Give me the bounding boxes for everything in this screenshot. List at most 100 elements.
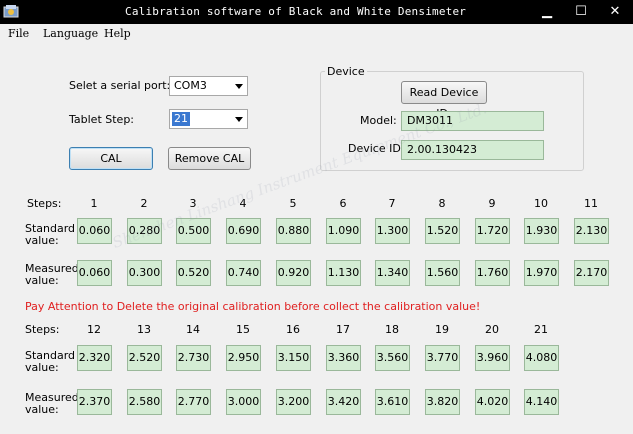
measured-value-field[interactable]: 3.200 [276, 389, 311, 415]
step-number: 4 [239, 197, 247, 210]
standard-value-field[interactable]: 2.950 [226, 345, 261, 371]
standard-value-field[interactable]: 3.150 [276, 345, 311, 371]
menu-file[interactable]: File [8, 27, 30, 40]
measured-value-field[interactable]: 0.060 [77, 260, 112, 286]
tablet-step-select[interactable]: 21 [169, 109, 248, 129]
model-field[interactable]: DM3011 [401, 111, 544, 131]
close-icon: ✕ [609, 4, 621, 19]
standard-value-field[interactable]: 3.770 [425, 345, 460, 371]
measured-value-field[interactable]: 2.170 [574, 260, 609, 286]
measured-value-field[interactable]: 0.920 [276, 260, 311, 286]
measured-value-field[interactable]: 3.610 [375, 389, 410, 415]
menu-language[interactable]: Language [43, 27, 99, 40]
remove-cal-button[interactable]: Remove CAL [168, 147, 251, 170]
step-number: 6 [339, 197, 347, 210]
step-number: 1 [90, 197, 98, 210]
device-id-label: Device ID: [348, 142, 405, 155]
measured-value-field[interactable]: 3.420 [326, 389, 361, 415]
standard-value-field[interactable]: 3.560 [375, 345, 410, 371]
standard-value-field[interactable]: 1.520 [425, 218, 460, 244]
standard-value-field[interactable]: 1.720 [475, 218, 510, 244]
measured-value-field[interactable]: 0.520 [176, 260, 211, 286]
cal-button[interactable]: CAL [69, 147, 153, 170]
dropdown-arrow-icon [235, 117, 243, 122]
step-number: 14 [186, 323, 200, 336]
measured-value-field[interactable]: 1.970 [524, 260, 559, 286]
app-icon [3, 5, 19, 18]
standard-value-field[interactable]: 2.520 [127, 345, 162, 371]
read-device-id-button[interactable]: Read Device ID: [401, 81, 487, 120]
standard-value-field[interactable]: 0.500 [176, 218, 211, 244]
measured-value-field[interactable]: 2.580 [127, 389, 162, 415]
measured-value-field[interactable]: 4.020 [475, 389, 510, 415]
device-groupbox [320, 71, 584, 171]
standard-value-field[interactable]: 0.880 [276, 218, 311, 244]
serial-port-value: COM3 [174, 79, 207, 92]
title-bar: Calibration software of Black and White … [0, 0, 633, 24]
measured-value-label: Measured [25, 262, 79, 275]
menu-bar: File Language Help [0, 24, 633, 44]
tablet-step-label: Tablet Step: [69, 113, 135, 126]
measured-value-field[interactable]: 2.770 [176, 389, 211, 415]
close-button[interactable]: ✕ [603, 3, 627, 20]
dropdown-arrow-icon [235, 84, 243, 89]
step-number: 9 [488, 197, 496, 210]
measured-value-field[interactable]: 1.340 [375, 260, 410, 286]
tablet-step-value: 21 [172, 112, 190, 126]
step-number: 20 [485, 323, 499, 336]
step-number: 12 [87, 323, 101, 336]
step-number: 15 [236, 323, 250, 336]
step-number: 7 [388, 197, 396, 210]
measured-value-field[interactable]: 1.760 [475, 260, 510, 286]
standard-value-field[interactable]: 3.960 [475, 345, 510, 371]
step-number: 11 [584, 197, 598, 210]
serial-port-label: Selet a serial port: [69, 79, 171, 92]
measured-value-label: Measured [25, 391, 79, 404]
standard-value-field[interactable]: 1.300 [375, 218, 410, 244]
standard-value-field[interactable]: 2.320 [77, 345, 112, 371]
step-number: 5 [289, 197, 297, 210]
model-label: Model: [360, 114, 397, 127]
standard-value-field[interactable]: 0.060 [77, 218, 112, 244]
step-number: 18 [385, 323, 399, 336]
measured-value-field[interactable]: 3.820 [425, 389, 460, 415]
standard-value-field[interactable]: 4.080 [524, 345, 559, 371]
measured-value-label-2: value: [25, 274, 59, 287]
maximize-button[interactable]: ☐ [569, 3, 593, 20]
measured-value-field[interactable]: 4.140 [524, 389, 559, 415]
standard-value-field[interactable]: 1.930 [524, 218, 559, 244]
device-group-title: Device [325, 65, 367, 78]
device-id-field[interactable]: 2.00.130423 [401, 140, 544, 160]
measured-value-label-2: value: [25, 403, 59, 416]
standard-value-field[interactable]: 3.360 [326, 345, 361, 371]
standard-value-label: Standard [25, 349, 76, 362]
standard-value-field[interactable]: 2.130 [574, 218, 609, 244]
serial-port-select[interactable]: COM3 [169, 76, 248, 96]
step-number: 8 [438, 197, 446, 210]
measured-value-field[interactable]: 0.740 [226, 260, 261, 286]
measured-value-field[interactable]: 1.130 [326, 260, 361, 286]
standard-value-label-2: value: [25, 234, 59, 247]
standard-value-label: Standard [25, 222, 76, 235]
measured-value-field[interactable]: 1.560 [425, 260, 460, 286]
minimize-button[interactable]: ▁ [535, 3, 559, 20]
step-number: 10 [534, 197, 548, 210]
step-number: 3 [189, 197, 197, 210]
minimize-icon: ▁ [542, 4, 552, 19]
step-number: 17 [336, 323, 350, 336]
steps-label: Steps: [25, 323, 60, 336]
step-number: 21 [534, 323, 548, 336]
standard-value-field[interactable]: 1.090 [326, 218, 361, 244]
measured-value-field[interactable]: 2.370 [77, 389, 112, 415]
steps-label: Steps: [27, 197, 62, 210]
maximize-icon: ☐ [575, 4, 587, 19]
standard-value-field[interactable]: 0.280 [127, 218, 162, 244]
standard-value-field[interactable]: 0.690 [226, 218, 261, 244]
step-number: 16 [286, 323, 300, 336]
menu-help[interactable]: Help [104, 27, 131, 40]
step-number: 19 [435, 323, 449, 336]
standard-value-field[interactable]: 2.730 [176, 345, 211, 371]
window-title: Calibration software of Black and White … [125, 5, 467, 18]
measured-value-field[interactable]: 3.000 [226, 389, 261, 415]
measured-value-field[interactable]: 0.300 [127, 260, 162, 286]
